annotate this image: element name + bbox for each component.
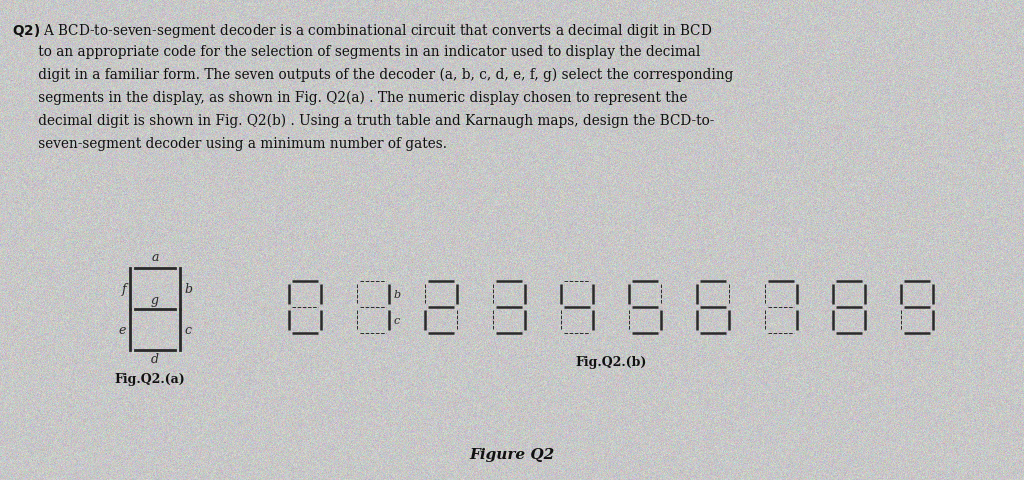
Text: Fig.Q2.(b): Fig.Q2.(b) [575,355,647,368]
Text: digit in a familiar form. The seven outputs of the decoder (a, b, c, d, e, f, g): digit in a familiar form. The seven outp… [12,68,733,82]
Text: Figure Q2: Figure Q2 [469,447,555,461]
Text: b: b [184,282,193,295]
Text: c: c [184,324,191,336]
Text: seven-segment decoder using a minimum number of gates.: seven-segment decoder using a minimum nu… [12,137,447,151]
Text: a: a [152,251,159,264]
Text: g: g [151,293,159,306]
Text: c: c [394,315,400,325]
Text: $\mathbf{Q2)}$ A BCD-to-seven-segment decoder is a combinational circuit that co: $\mathbf{Q2)}$ A BCD-to-seven-segment de… [12,22,713,40]
Text: segments in the display, as shown in Fig. Q2(a) . The numeric display chosen to : segments in the display, as shown in Fig… [12,91,687,105]
Text: d: d [151,352,159,365]
Text: Fig.Q2.(a): Fig.Q2.(a) [115,372,185,385]
Text: e: e [119,324,126,336]
Text: to an appropriate code for the selection of segments in an indicator used to dis: to an appropriate code for the selection… [12,45,700,59]
Text: f: f [122,282,126,295]
Text: b: b [394,289,401,300]
Text: decimal digit is shown in Fig. Q2(b) . Using a truth table and Karnaugh maps, de: decimal digit is shown in Fig. Q2(b) . U… [12,114,715,128]
